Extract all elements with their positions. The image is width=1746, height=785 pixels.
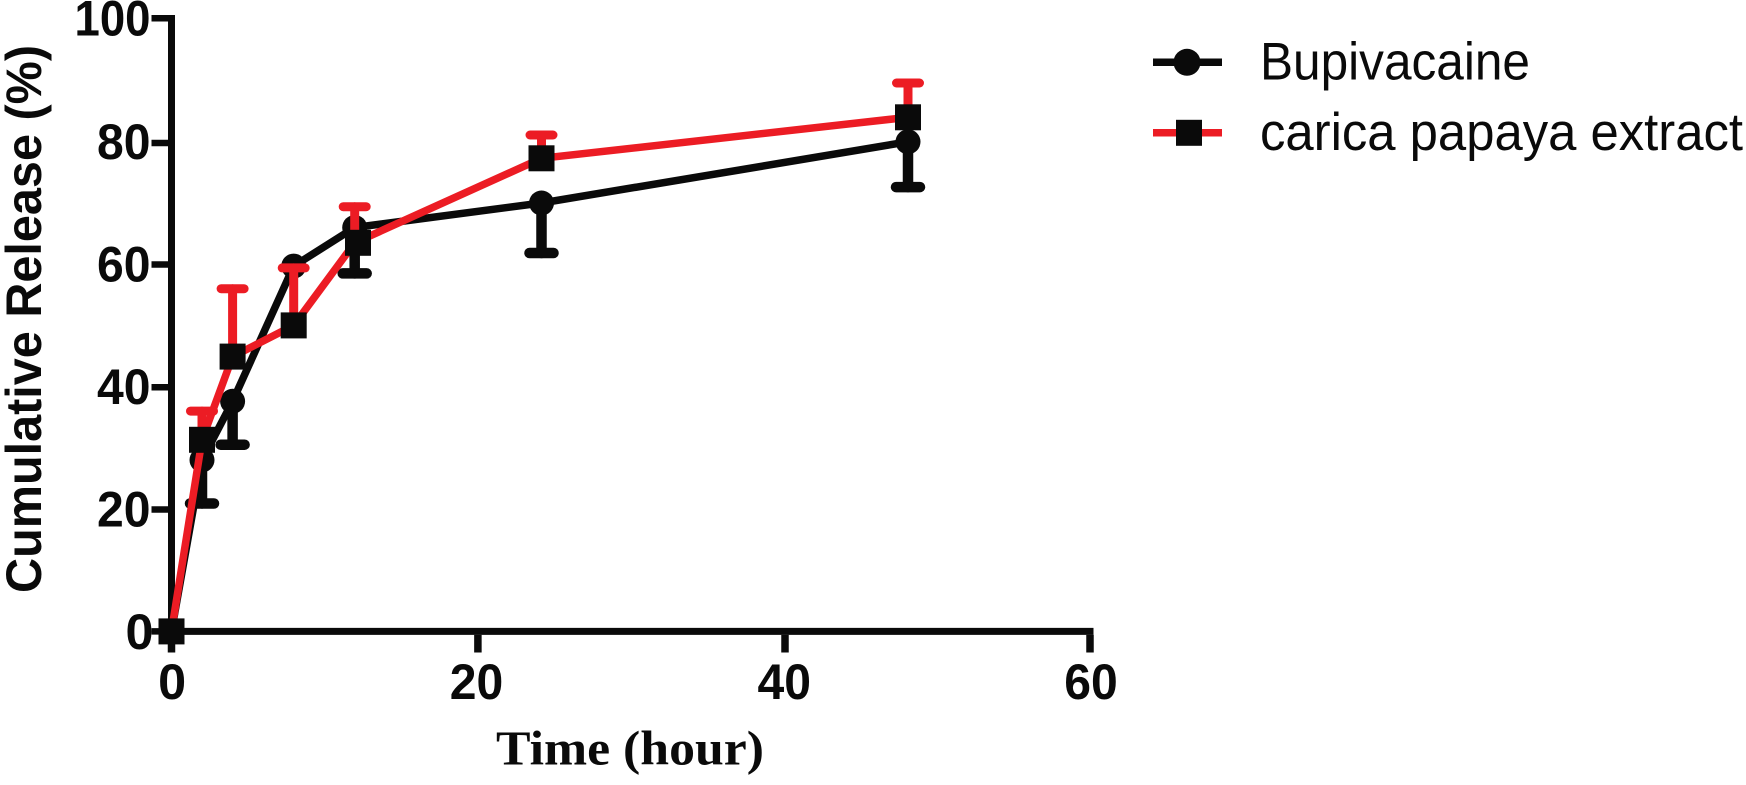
svg-text:20: 20 (450, 654, 504, 710)
svg-text:80: 80 (97, 114, 151, 170)
svg-text:100: 100 (75, 0, 151, 47)
svg-text:40: 40 (758, 654, 812, 710)
svg-text:Cumulative Release (%): Cumulative Release (%) (0, 45, 52, 593)
svg-text:0: 0 (158, 654, 186, 710)
svg-text:20: 20 (97, 482, 151, 538)
svg-text:60: 60 (97, 237, 151, 293)
svg-text:Bupivacaine: Bupivacaine (1260, 33, 1530, 92)
svg-text:60: 60 (1064, 654, 1118, 710)
svg-text:Time (hour): Time (hour) (496, 721, 764, 776)
svg-text:40: 40 (97, 359, 151, 415)
svg-text:0: 0 (126, 604, 154, 660)
svg-text:carica papaya extract: carica papaya extract (1260, 103, 1743, 162)
